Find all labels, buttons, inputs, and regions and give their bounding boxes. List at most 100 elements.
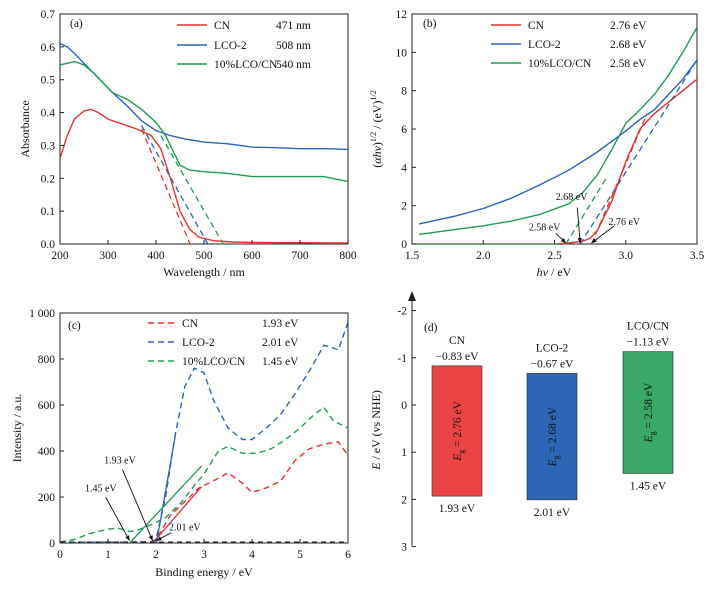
panel-a-xlabel: Wavelength / nm	[163, 265, 245, 279]
legend-label-10lco-cn: 10%LCO/CN	[214, 59, 278, 71]
legend-value-lco2: 508 nm	[276, 40, 311, 52]
x-tick-label: 1	[105, 549, 111, 561]
vb-label-lco-cn: 1.45 eV	[630, 480, 667, 492]
x-tick-label: 1.5	[405, 250, 420, 262]
series-line-10lco-cn	[60, 406, 348, 543]
legend-c-label-lco2: LCO-2	[182, 337, 215, 349]
cb-label-lco-2: −0.67 eV	[531, 358, 575, 370]
panel-b: (b) 1.5 2.0 2.5 3.0 3.5 0 2 4 6 8 10 12 hν / eV (α…	[369, 9, 704, 279]
annotation-arrow-line	[576, 207, 581, 244]
y-tick-label: 1 000	[29, 308, 55, 320]
annotation-arrow-head	[591, 238, 597, 244]
tangent-line-cn	[141, 128, 191, 244]
band-name-lco-cn: LCO/CN	[627, 321, 670, 333]
vb-label-lco-2: 2.01 eV	[534, 507, 571, 519]
panel-a-ylabel: Absorbance	[18, 100, 32, 157]
panel-b-legend: CN 2.76 eV LCO-2 2.68 eV 10%LCO/CN 2.58 …	[491, 20, 647, 70]
x-tick-label: 4	[249, 549, 255, 561]
x-tick-label: 2.0	[476, 250, 491, 262]
panel-d-ylabel: E / eV (vs NHE)	[369, 390, 383, 471]
y-tick-label: -1	[397, 353, 407, 365]
x-tick-label: 2.5	[547, 250, 562, 262]
panel-c: (c) 0 1 2 3 4 5 6 0 200 400 600 800 1 000 Binding e…	[10, 308, 351, 579]
y-tick-label: 8	[401, 86, 407, 98]
panel-a-x-ticks: 200 300 400 500 600 700 800	[51, 240, 357, 262]
panel-a: (a) 200 300 400 500 600 700 800 0.00.10.20.30.…	[18, 9, 357, 279]
y-tick-label: 400	[38, 446, 56, 458]
panel-c-annotations: 1.93 eV 1.45 eV 2.01 eV	[85, 456, 201, 542]
legend-value-cn: 471 nm	[276, 20, 311, 32]
panel-d-bars: CN −0.83 eV 1.93 eV Eg = 2.76 eV LCO-2 −0.67 …	[431, 321, 674, 519]
vb-label-cn: 1.93 eV	[439, 503, 476, 515]
series-line-10lco-cn	[60, 60, 348, 183]
tangent-line-cn	[590, 113, 648, 244]
panel-d: (d) -2 -1 0 1 2 3 E / eV (vs NHE) CN −0.83 eV 1…	[369, 291, 674, 554]
legend-b-label-lco2: LCO-2	[528, 39, 561, 51]
annotation-arrow-head	[125, 535, 130, 541]
band-bar-cn	[431, 365, 483, 497]
x-tick-label: 5	[297, 549, 303, 561]
x-tick-label: 3.5	[690, 250, 705, 262]
series-line-lco-2	[60, 42, 348, 151]
y-tick-label: 600	[38, 400, 56, 412]
legend-value-10lco-cn: 540 nm	[276, 59, 311, 71]
panel-d-axis-arrow	[408, 291, 416, 301]
tangent-line-10lco-cn	[160, 135, 224, 244]
band-name-cn: CN	[449, 335, 466, 347]
legend-b-label-cn: CN	[528, 20, 545, 32]
panel-c-ylabel: Intensity / a.u.	[10, 394, 24, 463]
annotation-arrow-head	[560, 237, 566, 244]
legend-c-label-10lco-cn: 10%LCO/CN	[182, 356, 246, 368]
tangent-line-lco-2	[155, 435, 176, 543]
annotation-label: 2.01 eV	[169, 522, 201, 533]
legend-c-value-10lco-cn: 1.45 eV	[262, 356, 299, 368]
panel-b-annotations: 2.68 eV 2.58 eV 2.76 eV	[529, 192, 641, 244]
y-tick-label: 0.0	[41, 239, 56, 251]
panel-a-y-ticks: 0.0 0.1 0.2 0.3 0.4 0.5 0.6 0.7	[41, 9, 64, 251]
y-tick-label: -2	[397, 306, 407, 318]
panel-c-label: (c)	[68, 320, 81, 332]
series-line-lco-2	[418, 59, 697, 225]
band-bar-lco-cn	[622, 351, 674, 474]
legend-b-value-cn: 2.76 eV	[610, 20, 647, 32]
x-tick-label: 0	[57, 549, 63, 561]
legend-label-cn: CN	[214, 20, 231, 32]
x-tick-label: 300	[99, 250, 117, 262]
y-tick-label: 0.2	[41, 173, 56, 185]
tangent-line-cn	[152, 486, 203, 543]
cb-label-cn: −0.83 eV	[436, 351, 480, 363]
annotation-label: 1.45 eV	[85, 483, 117, 494]
tangent-line-lco-2	[141, 125, 209, 244]
x-tick-label: 500	[195, 250, 213, 262]
x-tick-label: 400	[147, 250, 165, 262]
series-line-cn	[60, 108, 348, 244]
panel-a-plot-area	[60, 42, 348, 244]
gap-label-cn: Eg = 2.76 eV	[452, 400, 466, 461]
panel-d-label: (d)	[424, 322, 438, 334]
gap-label-lco-cn: Eg = 2.58 eV	[643, 382, 657, 443]
legend-c-value-lco2: 2.01 eV	[262, 337, 299, 349]
tangent-line-lco-2	[579, 59, 697, 244]
band-bar-lco-2	[526, 373, 578, 501]
panel-a-curves	[60, 42, 348, 244]
annotation-arrow-head	[156, 536, 162, 541]
legend-b-value-10lco-cn: 2.58 eV	[610, 58, 647, 70]
x-tick-label: 3.0	[619, 250, 634, 262]
y-tick-label: 0.5	[41, 75, 56, 87]
panel-b-x-ticks: 1.5 2.0 2.5 3.0 3.5	[405, 240, 705, 262]
panel-b-label: (b)	[423, 18, 437, 30]
panel-c-legend: CN 1.93 eV LCO-2 2.01 eV 10%LCO/CN 1.45 …	[148, 318, 299, 368]
annotation-label: 2.68 eV	[556, 192, 588, 203]
panel-b-plot-area	[412, 27, 697, 244]
panel-b-ylabel: (αhν)1/2 / (eV)1/2	[369, 90, 384, 167]
y-tick-label: 0.6	[41, 42, 56, 54]
series-line-cn	[412, 78, 697, 244]
annotation-arrow-head	[148, 535, 153, 541]
y-tick-label: 2	[401, 201, 407, 213]
legend-c-label-cn: CN	[182, 318, 199, 330]
y-tick-label: 800	[38, 354, 56, 366]
y-tick-label: 10	[396, 47, 408, 59]
tangent-line-10lco-cn	[129, 465, 203, 543]
panel-b-xlabel: hν / eV	[537, 265, 572, 279]
